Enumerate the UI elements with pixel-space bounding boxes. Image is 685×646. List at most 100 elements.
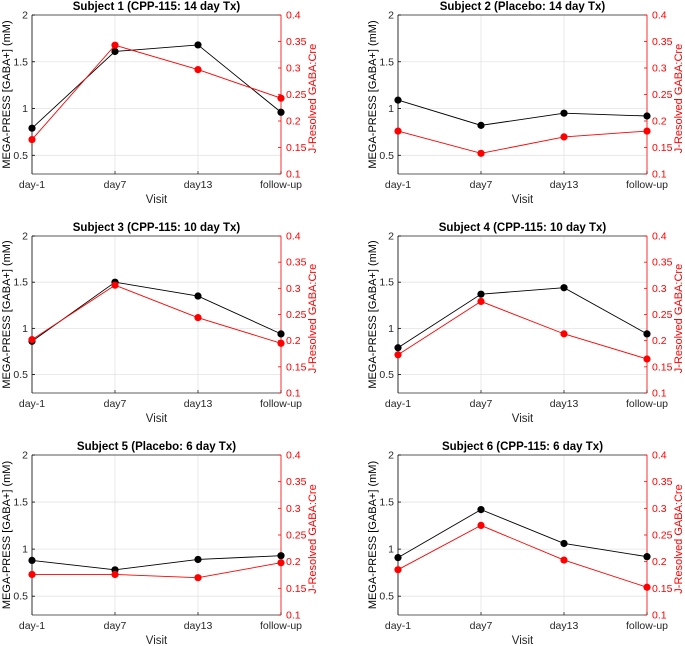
left-y-tick-label: 2 <box>388 10 394 22</box>
chart-panel-6: day-1 day7 day13 follow-up 0.5 1 1.5 2 0.1 0.15 0.… <box>367 441 685 646</box>
gaba-series-line <box>397 509 648 558</box>
gaba-series-line <box>31 281 282 342</box>
left-y-axis-label: MEGA-PRESS [GABA+] (mM) <box>1 20 13 168</box>
right-y-tick-label: 0.4 <box>652 10 667 22</box>
x-tick-label: day-1 <box>385 398 411 410</box>
gaba-point <box>194 41 202 49</box>
jres-series-line <box>397 130 648 154</box>
right-y-tick-label: 0.1 <box>652 388 667 400</box>
x-axis-label: Visit <box>146 413 168 425</box>
jres-point <box>477 521 485 530</box>
left-y-tick-label: 2 <box>22 450 28 462</box>
jres-point <box>477 297 485 306</box>
x-tick-label: day13 <box>550 620 579 632</box>
jres-point <box>111 41 119 49</box>
right-y-axis-label: J-Resolved GABA:Cre <box>307 264 319 373</box>
left-y-tick-label: 1.5 <box>379 277 394 289</box>
right-y-tick-label: 0.25 <box>652 89 673 101</box>
right-y-tick-label: 0.1 <box>286 169 301 181</box>
x-tick-label: day7 <box>104 398 127 410</box>
x-axis-label: Visit <box>512 413 534 425</box>
chart-title: Subject 2 (Placebo: 14 day Tx) <box>440 1 606 13</box>
gaba-point <box>394 96 402 104</box>
gaba-point <box>560 109 568 117</box>
left-y-tick-label: 1.5 <box>379 56 394 68</box>
right-y-tick-label: 0.2 <box>286 335 301 347</box>
left-y-tick-label: 0.5 <box>379 591 394 603</box>
right-y-tick-label: 0.2 <box>286 556 301 568</box>
jres-point <box>28 570 36 579</box>
left-y-tick-label: 1 <box>388 544 394 556</box>
chart-panel-5: day-1 day7 day13 follow-up 0.5 1 1.5 2 0.1 0.15 0.… <box>1 441 319 646</box>
left-y-tick-label: 0.5 <box>13 369 28 381</box>
jres-point <box>194 65 202 74</box>
right-y-tick-label: 0.4 <box>652 450 667 462</box>
right-y-tick-label: 0.15 <box>286 361 307 373</box>
right-y-tick-label: 0.15 <box>652 142 673 154</box>
gaba-point <box>643 112 651 120</box>
jres-point <box>394 566 402 574</box>
left-y-tick-label: 0.5 <box>379 150 394 162</box>
right-y-tick-label: 0.15 <box>286 142 307 154</box>
gaba-point <box>277 330 285 338</box>
chart-title: Subject 4 (CPP-115: 10 day Tx) <box>439 222 607 234</box>
jres-point <box>643 583 651 591</box>
chart-panel-2: day-1 day7 day13 follow-up 0.5 1 1.5 2 0.1 0.15 0.… <box>367 1 685 206</box>
jres-series-line <box>31 284 282 344</box>
right-y-tick-label: 0.35 <box>652 36 673 48</box>
x-tick-label: follow-up <box>626 620 668 632</box>
right-y-tick-label: 0.2 <box>652 556 667 568</box>
right-y-tick-label: 0.1 <box>652 610 667 622</box>
right-y-tick-label: 0.1 <box>286 610 301 622</box>
left-y-tick-label: 2 <box>22 231 28 243</box>
left-y-tick-label: 1 <box>22 103 28 115</box>
right-y-tick-label: 0.35 <box>652 257 673 269</box>
x-tick-label: day7 <box>104 620 127 632</box>
right-y-axis-label: J-Resolved GABA:Cre <box>673 484 685 593</box>
gaba-point <box>477 290 485 298</box>
chart-title: Subject 5 (Placebo: 6 day Tx) <box>77 441 236 453</box>
gaba-point <box>643 330 651 338</box>
x-axis-label: Visit <box>512 635 534 646</box>
x-tick-label: day-1 <box>385 620 411 632</box>
jres-point <box>194 314 202 322</box>
x-tick-label: follow-up <box>260 179 302 191</box>
chart-title: Subject 1 (CPP-115: 14 day Tx) <box>73 1 241 13</box>
right-y-tick-label: 0.3 <box>652 503 667 515</box>
right-y-tick-label: 0.3 <box>286 503 301 515</box>
left-y-tick-label: 1.5 <box>379 497 394 509</box>
x-tick-label: day7 <box>470 398 493 410</box>
x-tick-label: day7 <box>104 179 127 191</box>
jres-point <box>477 149 485 157</box>
jres-point <box>394 351 402 359</box>
right-y-tick-label: 0.35 <box>652 476 673 488</box>
gaba-point <box>194 292 202 300</box>
gaba-point <box>477 505 485 514</box>
right-y-tick-label: 0.4 <box>652 231 667 243</box>
left-y-axis-label: MEGA-PRESS [GABA+] (mM) <box>1 240 13 388</box>
right-y-tick-label: 0.25 <box>652 530 673 542</box>
gaba-series-line <box>31 44 282 129</box>
gaba-series-line <box>397 99 648 126</box>
left-y-tick-label: 1.5 <box>13 56 28 68</box>
jres-point <box>277 339 285 347</box>
left-y-tick-label: 1 <box>22 323 28 335</box>
left-y-tick-label: 1.5 <box>13 277 28 289</box>
left-y-tick-label: 0.5 <box>13 591 28 603</box>
left-y-tick-label: 2 <box>388 450 394 462</box>
jres-point <box>194 574 202 582</box>
left-y-tick-label: 1 <box>22 544 28 556</box>
left-y-axis-label: MEGA-PRESS [GABA+] (mM) <box>1 461 13 609</box>
right-y-axis-label: J-Resolved GABA:Cre <box>307 44 319 153</box>
gaba-point <box>477 121 485 129</box>
chart-panel-3: day-1 day7 day13 follow-up 0.5 1 1.5 2 0.1 0.15 0.… <box>1 222 319 425</box>
jres-point <box>560 330 568 338</box>
jres-series-line <box>31 44 282 140</box>
left-y-tick-label: 1 <box>388 323 394 335</box>
right-y-tick-label: 0.4 <box>286 231 301 243</box>
gaba-point <box>111 47 119 56</box>
left-y-tick-label: 2 <box>22 10 28 22</box>
right-y-tick-label: 0.15 <box>652 361 673 373</box>
right-y-tick-label: 0.25 <box>286 530 307 542</box>
